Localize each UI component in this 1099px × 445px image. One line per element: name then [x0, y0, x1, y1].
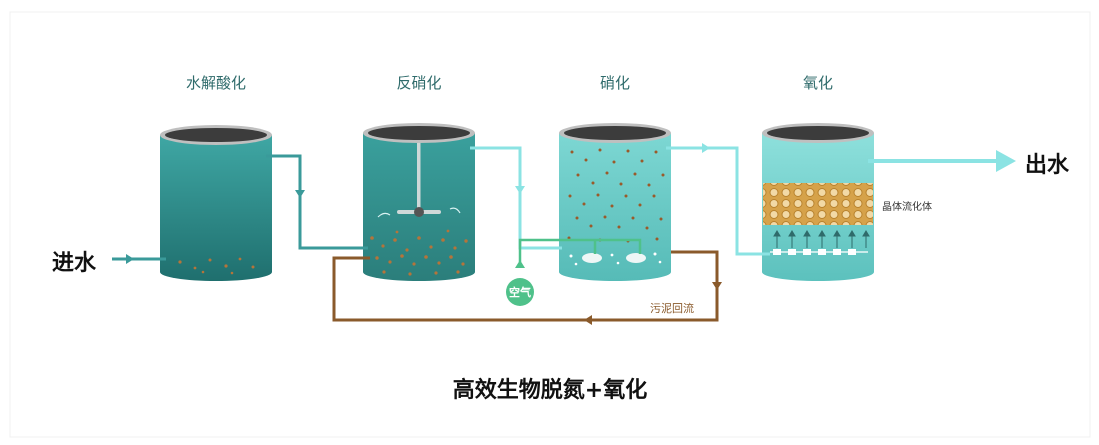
- tank-title-denitrification: 反硝化: [396, 74, 442, 92]
- tank-nitrification: [559, 123, 671, 281]
- pipe-tank2-to-tank3: [470, 146, 562, 250]
- media-label: 晶体流化体: [882, 202, 932, 213]
- diagram-caption: 高效生物脱氮+氧化: [452, 378, 648, 403]
- pipe-air: [518, 238, 642, 262]
- pipe-tank1-to-tank2: [266, 154, 368, 250]
- media-bed: [763, 183, 873, 225]
- sludge-return-label: 污泥回流: [650, 302, 694, 315]
- flow-arrow-3: [702, 143, 710, 153]
- tank-hydrolysis: [160, 125, 272, 281]
- outlet-arrow: [996, 150, 1016, 172]
- sludge-arrow-1: [712, 282, 722, 290]
- flow-arrow-1: [295, 190, 305, 198]
- inlet-arrow: [126, 254, 134, 264]
- pipe-tank3-to-tank4: [666, 146, 770, 256]
- outlet-label: 出水: [1025, 153, 1070, 178]
- sludge-arrow-2: [584, 315, 592, 325]
- air-label: 空气: [509, 286, 531, 299]
- tank-denitrification: [363, 123, 475, 281]
- tank-oxidation: [762, 123, 874, 281]
- tank-title-hydrolysis: 水解酸化: [185, 74, 246, 92]
- tank-title-oxidation: 氧化: [802, 74, 833, 92]
- tank1-particles: [178, 257, 255, 275]
- frame: [9, 11, 1091, 438]
- tank2-particles: [370, 229, 468, 276]
- inlet-label: 进水: [52, 251, 97, 276]
- tank-title-nitrification: 硝化: [599, 74, 630, 92]
- flow-arrow-2: [515, 186, 525, 194]
- pipe-sludge-return: [332, 250, 719, 322]
- air-source: [506, 278, 534, 306]
- air-arrow: [515, 260, 525, 268]
